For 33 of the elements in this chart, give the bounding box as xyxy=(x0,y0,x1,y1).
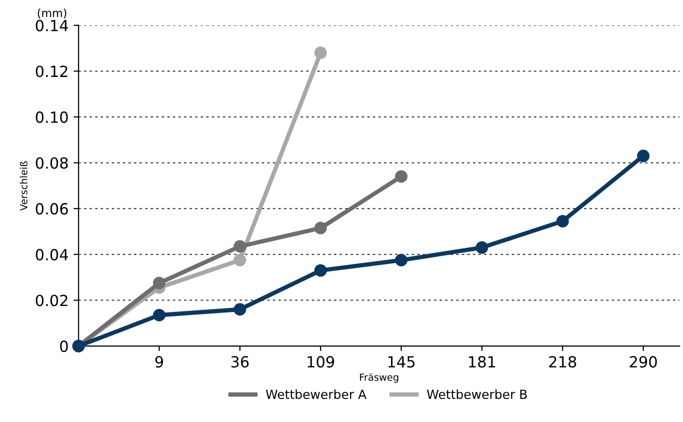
x-tick-label: 145 xyxy=(388,356,414,368)
x-axis-title: Fräsweg xyxy=(360,373,398,383)
x-tick-label: 218 xyxy=(549,356,576,368)
y-tick-label: 0.06 xyxy=(36,203,68,215)
point xyxy=(395,254,408,266)
y-tick-label: 0.10 xyxy=(36,111,68,123)
y-tick-label: 0.12 xyxy=(36,66,68,78)
x-tick-label: 36 xyxy=(231,356,249,368)
point xyxy=(152,276,166,290)
y-tick-label: 0 xyxy=(60,340,68,352)
point xyxy=(152,308,166,322)
point xyxy=(395,170,408,183)
text: (mm) xyxy=(38,8,66,18)
point xyxy=(314,222,327,234)
x-tick-label: 290 xyxy=(630,356,657,368)
legend-label: Wettbewerber B xyxy=(426,389,527,400)
point xyxy=(556,214,569,228)
y-tick-label: 0.04 xyxy=(36,248,68,260)
x-tick-label: 9 xyxy=(155,356,164,368)
y-tick-label: 0.14 xyxy=(36,20,68,32)
point xyxy=(234,240,246,253)
y-tick-label: 0.02 xyxy=(36,294,68,306)
point xyxy=(314,46,327,60)
point xyxy=(314,264,327,277)
y-axis-title: Verschleiß xyxy=(20,161,28,211)
point xyxy=(476,241,488,254)
point xyxy=(637,150,650,162)
point xyxy=(234,254,246,266)
legend-label: Wettbewerber A xyxy=(266,389,366,400)
point xyxy=(234,303,246,316)
x-tick-label: 181 xyxy=(469,356,496,368)
x-tick-label: 109 xyxy=(308,356,334,368)
y-tick-label: 0.08 xyxy=(36,157,68,169)
